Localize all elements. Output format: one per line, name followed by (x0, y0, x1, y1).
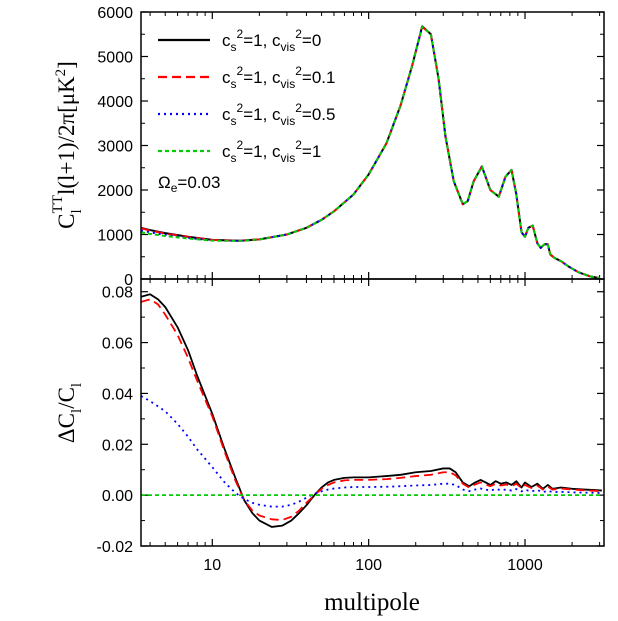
y-tick-label: 2000 (97, 183, 133, 200)
y-tick-label: 0.08 (102, 285, 133, 302)
y-tick-label: 0.02 (102, 437, 133, 454)
y-tick-label: 3000 (97, 139, 133, 156)
top-y-ticks: 0 1000 2000 3000 4000 5000 6000 (97, 5, 604, 289)
x-tick-label: 1000 (507, 557, 543, 574)
y-tick-label: -0.02 (97, 539, 134, 556)
bottom-x-ticks: 10 100 1000 (149, 279, 601, 574)
y-tick-label: 1000 (97, 228, 133, 245)
top-panel: 0 1000 2000 3000 4000 5000 6000 ClTTl(l+1)/2π[… (50, 5, 605, 289)
y-tick-label: 6000 (97, 5, 133, 22)
x-tick-label: 100 (355, 557, 382, 574)
legend-label-1: cs2=1, cvis2=0.1 (222, 64, 335, 91)
y-tick-label: 0.04 (102, 386, 133, 403)
y-tick-label: 0 (124, 272, 133, 289)
y-tick-label: 0.00 (102, 488, 133, 505)
bottom-y-axis-title: ΔCl/Cl (54, 383, 85, 443)
legend-label-3: cs2=1, cvis2=1 (222, 138, 321, 165)
bottom-y-ticks: -0.02 0.00 0.02 0.04 0.06 0.08 (97, 285, 604, 556)
y-tick-label: 0.06 (102, 336, 133, 353)
x-tick-label: 10 (203, 557, 221, 574)
omega-annotation: Ωe=0.03 (158, 173, 220, 195)
bottom-panel: -0.02 0.00 0.02 0.04 0.06 0.08 10 100 1000 ΔCl/… (54, 278, 605, 574)
series-line-2 (141, 25, 600, 279)
bottom-series-lines (141, 293, 602, 528)
x-axis-title: multipole (324, 589, 420, 616)
series-line-0 (141, 293, 602, 528)
series-line-2 (141, 395, 602, 508)
y-tick-label: 5000 (97, 50, 133, 67)
legend-label-2: cs2=1, cvis2=0.5 (222, 101, 335, 128)
legend-label-0: cs2=1, cvis2=0 (222, 27, 321, 54)
y-tick-label: 4000 (97, 94, 133, 111)
top-y-axis-title: ClTTl(l+1)/2π[μK2] (50, 61, 85, 229)
series-line-1 (141, 298, 602, 521)
bottom-plot-frame (140, 278, 605, 547)
top-series-lines (141, 25, 600, 279)
legend: cs2=1, cvis2=0 cs2=1, cvis2=0.1 cs2=1, cvi… (158, 27, 335, 165)
